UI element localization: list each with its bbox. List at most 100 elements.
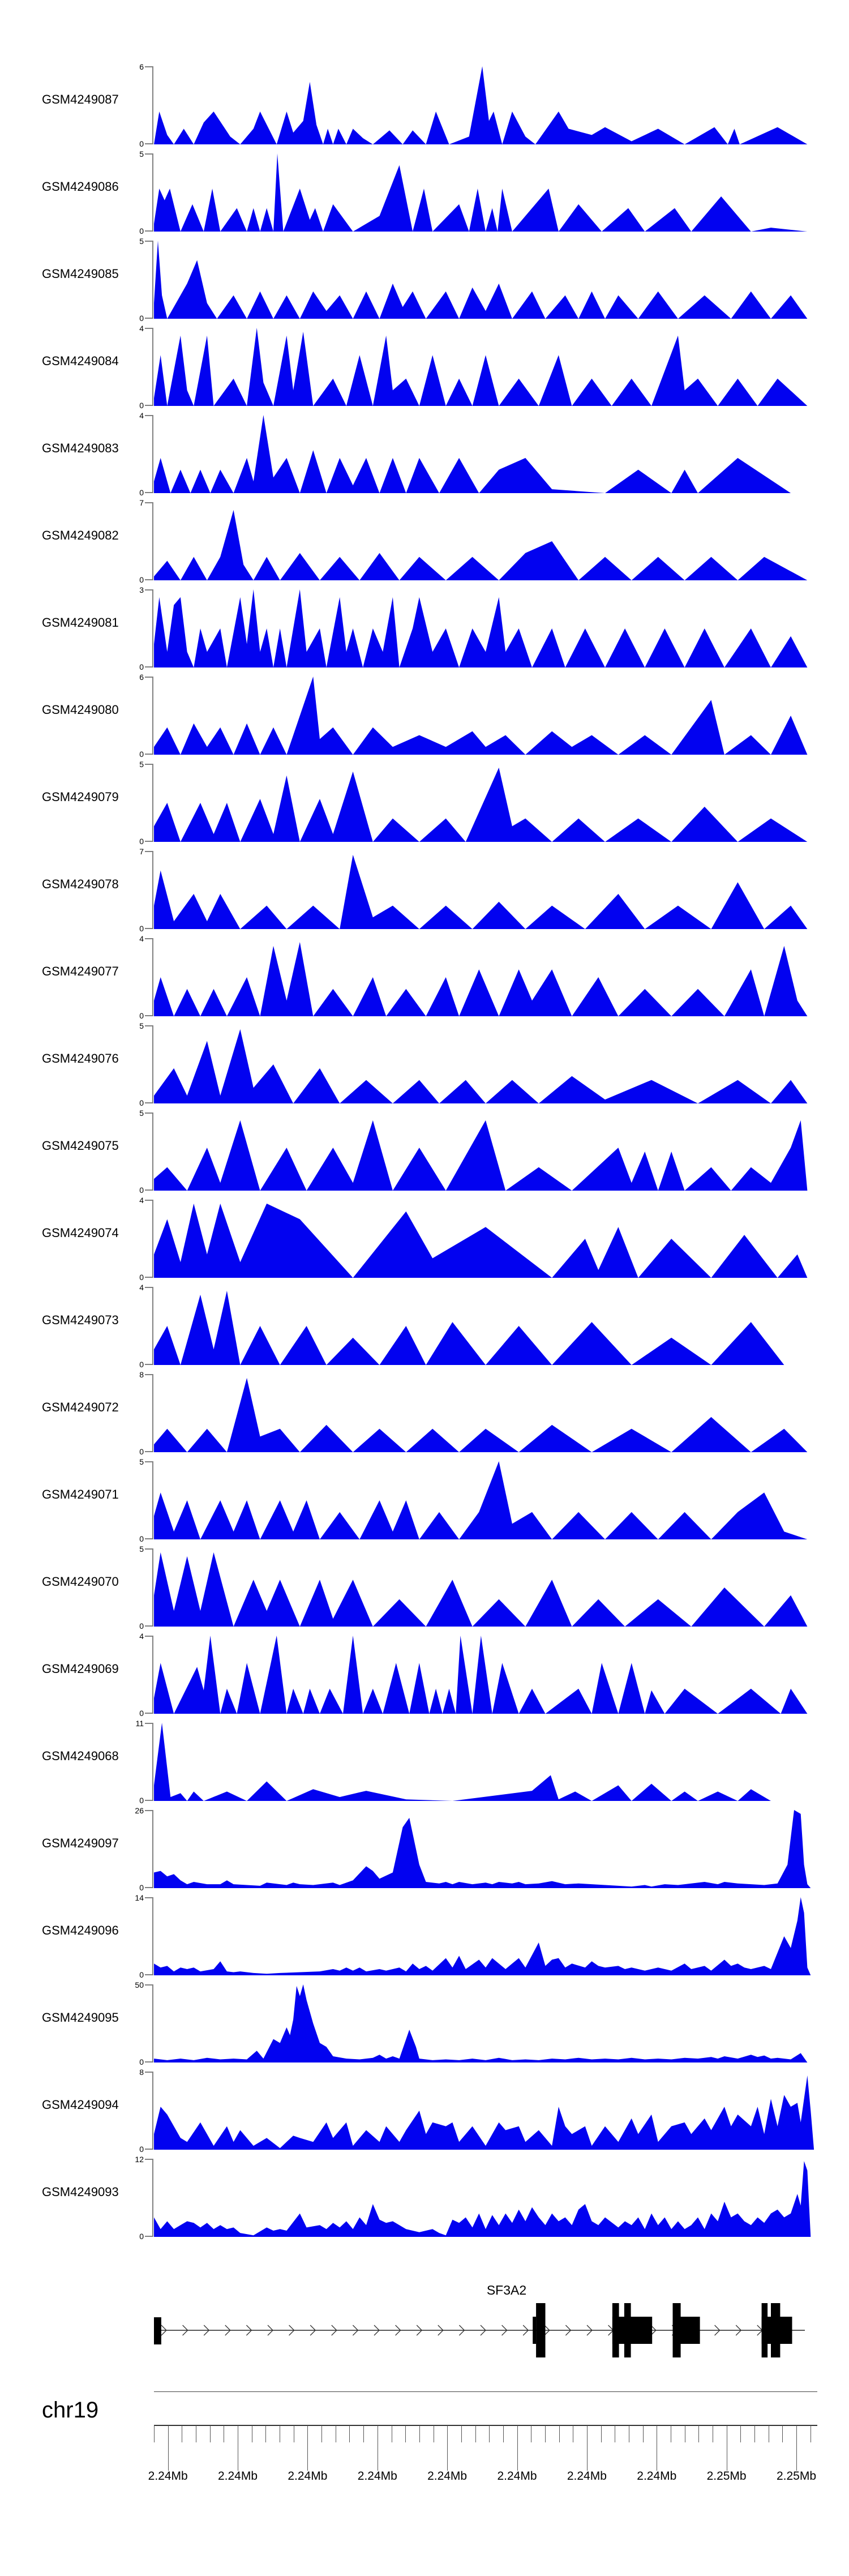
track-ymax-label: 5 bbox=[139, 237, 144, 246]
track-ymin-label: 0 bbox=[139, 1796, 144, 1805]
track-label: GSM4249087 bbox=[42, 92, 119, 106]
strand-arrow-icon bbox=[352, 2325, 359, 2336]
track-ymax-label: 50 bbox=[135, 1980, 144, 1989]
track-ymax-label: 5 bbox=[139, 760, 144, 769]
strand-arrow-icon bbox=[522, 2325, 529, 2336]
track-ymin-label: 0 bbox=[139, 575, 144, 584]
track-axis-tick bbox=[145, 764, 152, 765]
track-ymax-label: 11 bbox=[135, 1719, 144, 1728]
track-axis-tick bbox=[145, 1461, 152, 1462]
strand-arrow-icon bbox=[714, 2325, 721, 2336]
ruler-minor-tick bbox=[363, 2425, 365, 2442]
ruler-tick-label: 2.24Mb bbox=[497, 2470, 537, 2483]
track-ymin-label: 0 bbox=[139, 401, 144, 410]
track-ymax-label: 5 bbox=[139, 1457, 144, 1466]
track-signal bbox=[154, 1810, 811, 1888]
strand-arrow-icon bbox=[480, 2325, 486, 2336]
track-ymax-label: 12 bbox=[135, 2155, 144, 2164]
track-label: GSM4249070 bbox=[42, 1574, 119, 1589]
track-ymax-label: 3 bbox=[139, 585, 144, 594]
strand-arrow-icon bbox=[586, 2325, 593, 2336]
track-signal bbox=[154, 66, 808, 144]
strand-arrow-icon bbox=[438, 2325, 444, 2336]
track-ymax-label: 5 bbox=[139, 149, 144, 159]
track-axis-tick bbox=[145, 241, 152, 242]
track-axis-tick bbox=[145, 677, 152, 678]
track-y-axis bbox=[152, 2072, 153, 2150]
ruler-minor-tick bbox=[503, 2425, 504, 2442]
track-ymin-label: 0 bbox=[139, 662, 144, 671]
track-axis-tick bbox=[145, 230, 152, 232]
track-y-axis bbox=[152, 241, 153, 319]
track-label: GSM4249080 bbox=[42, 703, 119, 717]
ruler-minor-tick bbox=[321, 2425, 323, 2442]
track-y-axis bbox=[152, 1200, 153, 1278]
track-ymin-label: 0 bbox=[139, 1360, 144, 1369]
separator-line bbox=[154, 2391, 817, 2392]
track-y-axis bbox=[152, 764, 153, 842]
ruler-minor-tick bbox=[740, 2425, 741, 2442]
track-y-axis bbox=[152, 1636, 153, 1714]
track-ymax-label: 4 bbox=[139, 934, 144, 943]
track-axis-tick bbox=[145, 1025, 152, 1026]
strand-arrow-icon bbox=[501, 2325, 508, 2336]
track-ymax-label: 6 bbox=[139, 673, 144, 682]
track-axis-tick bbox=[145, 851, 152, 852]
track-signal bbox=[154, 1636, 808, 1714]
track-ymin-label: 0 bbox=[139, 924, 144, 933]
ruler-major-tick bbox=[168, 2425, 169, 2471]
track-axis-tick bbox=[145, 2149, 152, 2150]
track-ymin-label: 0 bbox=[139, 488, 144, 497]
track-ymax-label: 8 bbox=[139, 2068, 144, 2077]
track-y-axis bbox=[152, 1461, 153, 1539]
track-axis-tick bbox=[145, 1800, 152, 1801]
track-signal bbox=[154, 1723, 808, 1801]
ruler-minor-tick bbox=[461, 2425, 462, 2442]
ruler-minor-tick bbox=[489, 2425, 490, 2442]
strand-arrow-icon bbox=[203, 2325, 210, 2336]
ruler-minor-tick bbox=[754, 2425, 755, 2442]
track-axis-tick bbox=[145, 1112, 152, 1114]
track-signal bbox=[154, 1290, 808, 1365]
track-ymax-label: 5 bbox=[139, 1109, 144, 1118]
track-label: GSM4249072 bbox=[42, 1400, 119, 1414]
track-axis-tick bbox=[145, 153, 152, 155]
strand-arrow-icon bbox=[416, 2325, 423, 2336]
track-y-axis bbox=[152, 589, 153, 667]
track-axis-tick bbox=[145, 1451, 152, 1452]
track-signal bbox=[154, 510, 808, 580]
track-axis-tick bbox=[145, 1287, 152, 1288]
track-ymin-label: 0 bbox=[139, 314, 144, 323]
ruler-tick-label: 2.24Mb bbox=[217, 2470, 258, 2483]
ruler-major-tick bbox=[307, 2425, 308, 2471]
ruler-major-tick bbox=[796, 2425, 797, 2471]
exon-box bbox=[612, 2317, 653, 2344]
track-label: GSM4249073 bbox=[42, 1313, 119, 1327]
track-label: GSM4249084 bbox=[42, 354, 119, 368]
ruler-major-tick bbox=[517, 2425, 518, 2471]
track-label: GSM4249079 bbox=[42, 790, 119, 804]
track-y-axis bbox=[152, 66, 153, 144]
track-signal bbox=[154, 589, 808, 667]
track-axis-tick bbox=[145, 1374, 152, 1375]
strand-arrow-icon bbox=[650, 2325, 657, 2336]
exon-box bbox=[536, 2303, 546, 2357]
track-y-axis bbox=[152, 1810, 153, 1888]
track-signal bbox=[154, 241, 808, 319]
track-label: GSM4249068 bbox=[42, 1749, 119, 1763]
strand-arrow-icon bbox=[458, 2325, 465, 2336]
track-signal bbox=[154, 1377, 808, 1452]
track-label: GSM4249075 bbox=[42, 1139, 119, 1153]
ruler-minor-tick bbox=[559, 2425, 560, 2442]
track-y-axis bbox=[152, 2159, 153, 2237]
track-ymax-label: 14 bbox=[135, 1893, 144, 1902]
track-y-axis bbox=[152, 1548, 153, 1627]
track-axis-tick bbox=[145, 405, 152, 406]
exon-box bbox=[533, 2317, 537, 2344]
strand-arrow-icon bbox=[310, 2325, 316, 2336]
track-label: GSM4249096 bbox=[42, 1923, 119, 1937]
track-ymin-label: 0 bbox=[139, 1098, 144, 1107]
track-signal bbox=[154, 2161, 811, 2237]
track-ymin-label: 0 bbox=[139, 1273, 144, 1282]
